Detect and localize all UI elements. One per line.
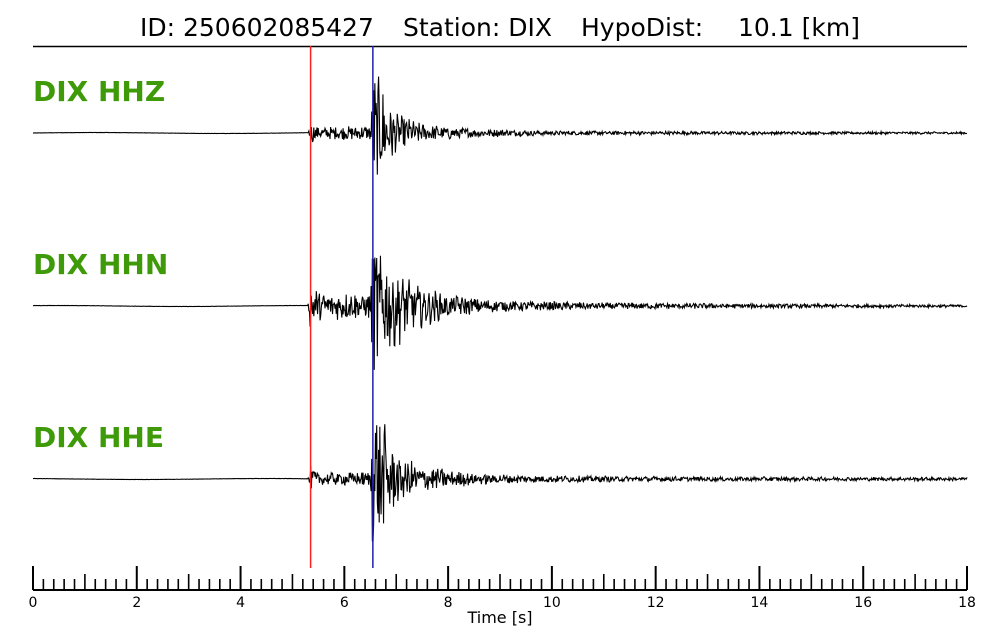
x-tick-label: 2 (132, 595, 141, 611)
x-tick-label: 6 (340, 595, 349, 611)
trace-layer (32, 76, 968, 544)
x-tick-label: 8 (444, 595, 453, 611)
trace-dix-hhe (32, 424, 968, 544)
x-tick-label: 10 (543, 595, 561, 611)
x-tick-label: 16 (854, 595, 872, 611)
time-axis: 0 2 4 6 8 10 12 14 16 18 (29, 566, 976, 611)
x-tick-label: 18 (958, 595, 976, 611)
x-tick-label: 4 (236, 595, 245, 611)
title-hypodist-label: HypoDist: (581, 13, 703, 42)
x-tick-label: 0 (29, 595, 38, 611)
channel-label-hhe: DIX HHE (33, 421, 164, 454)
trace-dix-hhn (32, 255, 968, 370)
channel-label-hhz: DIX HHZ (33, 75, 165, 108)
pick-layer (309, 46, 374, 568)
x-tick-label: 14 (751, 595, 769, 611)
channel-label-hhn: DIX HHN (33, 248, 168, 281)
title-station: Station: DIX (403, 13, 552, 42)
title-hypodist-value: 10.1 [km] (738, 13, 860, 42)
trace-dix-hhz (32, 76, 968, 175)
x-tick-label: 12 (647, 595, 665, 611)
title-event-id: ID: 250602085427 (140, 13, 374, 42)
x-axis-label: Time [s] (466, 608, 532, 627)
